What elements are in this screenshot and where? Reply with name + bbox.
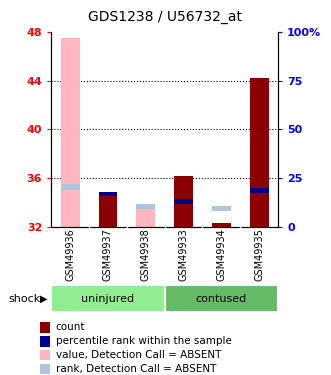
Bar: [61, 184, 80, 190]
Bar: [40, 322, 50, 333]
Bar: [250, 188, 268, 193]
Text: ▶: ▶: [40, 294, 47, 303]
Bar: [174, 199, 193, 204]
Text: percentile rank within the sample: percentile rank within the sample: [56, 336, 231, 346]
Text: rank, Detection Call = ABSENT: rank, Detection Call = ABSENT: [56, 364, 216, 374]
Bar: [99, 193, 118, 227]
Text: GSM49936: GSM49936: [65, 229, 75, 281]
Bar: [61, 38, 80, 227]
Text: uninjured: uninjured: [81, 294, 134, 303]
Text: GDS1238 / U56732_at: GDS1238 / U56732_at: [88, 10, 242, 24]
Text: shock: shock: [8, 294, 40, 303]
Text: GSM49937: GSM49937: [103, 229, 113, 282]
Bar: [40, 336, 50, 346]
Text: GSM49938: GSM49938: [141, 229, 151, 281]
Bar: [165, 285, 278, 312]
Text: GSM49933: GSM49933: [178, 229, 189, 281]
Text: value, Detection Call = ABSENT: value, Detection Call = ABSENT: [56, 350, 221, 360]
Text: GSM49935: GSM49935: [254, 229, 264, 282]
Bar: [40, 364, 50, 374]
Text: count: count: [56, 322, 85, 332]
Text: GSM49934: GSM49934: [216, 229, 226, 281]
Bar: [40, 350, 50, 360]
Text: contused: contused: [196, 294, 247, 303]
Bar: [51, 285, 165, 312]
Bar: [174, 176, 193, 227]
Bar: [212, 206, 231, 211]
Bar: [212, 223, 231, 227]
Bar: [136, 204, 155, 209]
Bar: [250, 78, 268, 227]
Bar: [99, 192, 118, 196]
Bar: [136, 205, 155, 227]
